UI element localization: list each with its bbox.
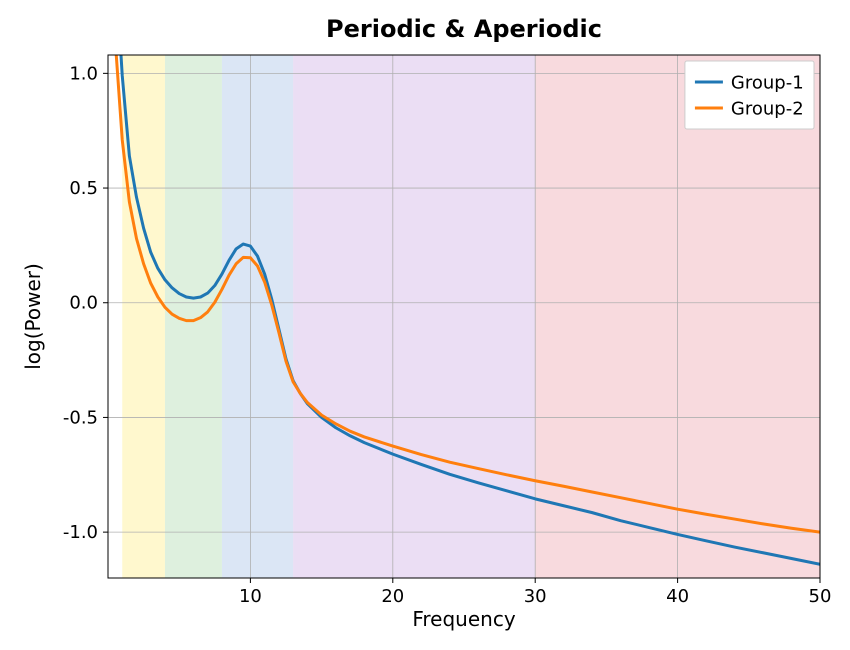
chart-title: Periodic & Aperiodic — [326, 15, 602, 43]
y-axis-label: log(Power) — [21, 263, 45, 370]
frequency-bands — [122, 55, 820, 578]
chart-container: 10 20 30 40 50 -1.0 -0.5 0.0 0.5 1.0 Frequency log(… — [0, 0, 850, 650]
xtick-label: 10 — [239, 586, 262, 607]
xtick-label: 30 — [524, 586, 547, 607]
xtick-label: 20 — [381, 586, 404, 607]
ytick-label: 1.0 — [69, 63, 98, 84]
legend-label-1: Group-2 — [731, 98, 804, 119]
band-3 — [293, 55, 535, 578]
xtick-label: 40 — [666, 586, 689, 607]
ytick-label: -1.0 — [63, 522, 98, 543]
legend-label-0: Group-1 — [731, 72, 804, 93]
ytick-label: 0.0 — [69, 293, 98, 314]
legend: Group-1 Group-2 — [685, 61, 814, 129]
chart-svg: 10 20 30 40 50 -1.0 -0.5 0.0 0.5 1.0 Frequency log(… — [0, 0, 850, 650]
xtick-label: 50 — [809, 586, 832, 607]
x-axis-label: Frequency — [412, 607, 515, 631]
ytick-label: -0.5 — [63, 407, 98, 428]
band-2 — [222, 55, 293, 578]
ytick-label: 0.5 — [69, 178, 98, 199]
